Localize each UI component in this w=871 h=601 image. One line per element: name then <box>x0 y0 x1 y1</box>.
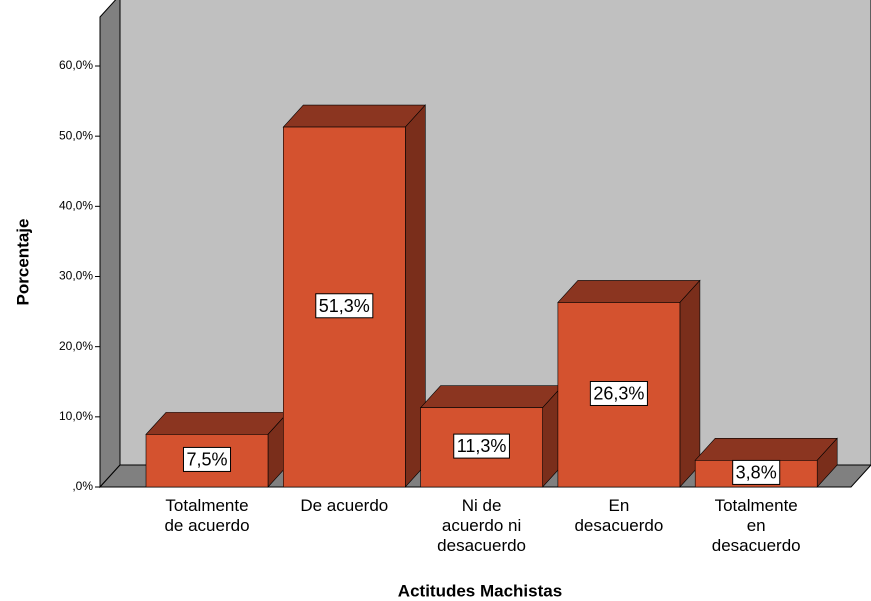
value-label: 7,5% <box>186 449 227 469</box>
x-axis-label: Actitudes Machistas <box>398 581 562 600</box>
value-label-box <box>589 380 648 406</box>
y-tick-label: 10,0% <box>59 409 93 423</box>
value-label: 11,3% <box>457 436 507 456</box>
bar-top <box>694 438 838 461</box>
x-tick-label: Totalmente de acuerdo <box>164 496 250 535</box>
x-tick-label: De acuerdo <box>300 496 389 515</box>
y-tick-label: 50,0% <box>59 128 93 142</box>
y-axis-label: Porcentaje <box>13 219 32 306</box>
y-tick-label: 60,0% <box>59 58 93 72</box>
x-tick-label: Ni de acuerdo ni desacuerdo <box>437 496 527 555</box>
value-label: 51,3% <box>319 296 370 316</box>
y-tick-label: 40,0% <box>59 199 93 213</box>
value-label: 3,8% <box>736 462 777 482</box>
x-tick-label: En desacuerdo <box>574 496 664 535</box>
side-wall <box>99 0 121 489</box>
x-tick-label: Totalmente en desacuerdo <box>711 496 801 555</box>
value-label-box <box>732 459 781 485</box>
value-label-box <box>453 433 510 459</box>
bar-side <box>679 279 701 488</box>
y-tick-label: 20,0% <box>59 339 93 353</box>
y-tick-label: 30,0% <box>59 269 93 283</box>
value-label-box <box>182 446 232 472</box>
y-tick-label: ,0% <box>72 479 93 493</box>
bar-top <box>282 104 426 128</box>
bar-top <box>557 280 701 303</box>
value-label: 26,3% <box>593 383 644 403</box>
bar-top <box>419 385 564 409</box>
bar-top <box>145 412 289 435</box>
value-label-box <box>315 293 374 319</box>
